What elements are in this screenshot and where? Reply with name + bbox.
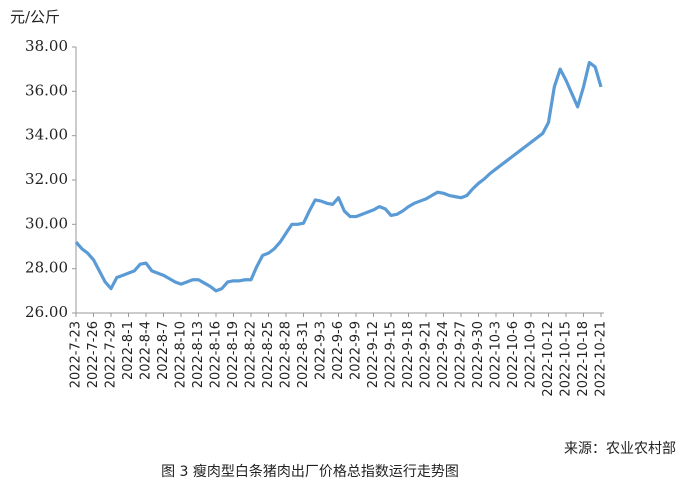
x-tick-label: 2022-9-30 <box>471 321 486 388</box>
x-tick-label: 2022-9-27 <box>454 321 469 388</box>
x-tick-label: 2022-8-22 <box>244 321 259 388</box>
x-tick-label: 2022-9-15 <box>384 321 399 388</box>
x-tick-label: 2022-8-31 <box>296 321 311 388</box>
x-tick-label: 2022-9-18 <box>401 321 416 388</box>
x-tick-label: 2022-10-18 <box>576 321 591 397</box>
x-tick-label: 2022-7-26 <box>86 321 101 388</box>
x-tick-label: 2022-9-9 <box>349 321 364 380</box>
x-tick-label: 2022-8-10 <box>174 321 189 388</box>
x-tick-label: 2022-8-19 <box>226 321 241 388</box>
y-tick-label: 36.00 <box>25 81 68 99</box>
y-tick-label: 28.00 <box>25 259 68 277</box>
y-tick-label: 30.00 <box>25 214 68 232</box>
x-tick-label: 2022-8-25 <box>261 321 276 388</box>
x-tick-label: 2022-8-4 <box>139 321 154 380</box>
x-tick-label: 2022-9-3 <box>314 321 329 380</box>
y-tick-label: 34.00 <box>25 126 68 144</box>
x-tick-label: 2022-9-21 <box>419 321 434 388</box>
x-tick-label: 2022-8-28 <box>279 321 294 388</box>
x-tick-label: 2022-8-7 <box>156 321 171 380</box>
y-tick-label: 38.00 <box>25 37 68 55</box>
x-tick-label: 2022-9-6 <box>331 321 346 380</box>
x-tick-label: 2022-10-15 <box>559 321 574 397</box>
x-tick-label: 2022-8-13 <box>191 321 206 388</box>
x-tick-label: 2022-8-16 <box>209 321 224 388</box>
y-tick-label: 26.00 <box>25 303 68 321</box>
x-tick-label: 2022-10-21 <box>594 321 609 397</box>
x-tick-label: 2022-7-29 <box>104 321 119 388</box>
x-tick-label: 2022-7-23 <box>69 321 84 388</box>
x-tick-label: 2022-10-3 <box>489 321 504 388</box>
x-tick-label: 2022-9-24 <box>436 321 451 388</box>
x-tick-label: 2022-10-12 <box>541 321 556 397</box>
caption: 图 3 瘦肉型白条猪肉出厂价格总指数运行走势图 <box>161 463 459 480</box>
x-tick-label: 2022-9-12 <box>366 321 381 388</box>
x-tick-label: 2022-10-6 <box>506 321 521 388</box>
y-axis-label: 元/公斤 <box>10 8 60 26</box>
y-tick-label: 32.00 <box>25 170 68 188</box>
x-tick-label: 2022-8-1 <box>121 321 136 380</box>
source: 来源：农业农村部 <box>564 441 676 457</box>
x-tick-label: 2022-10-9 <box>524 321 539 388</box>
line <box>74 60 603 293</box>
